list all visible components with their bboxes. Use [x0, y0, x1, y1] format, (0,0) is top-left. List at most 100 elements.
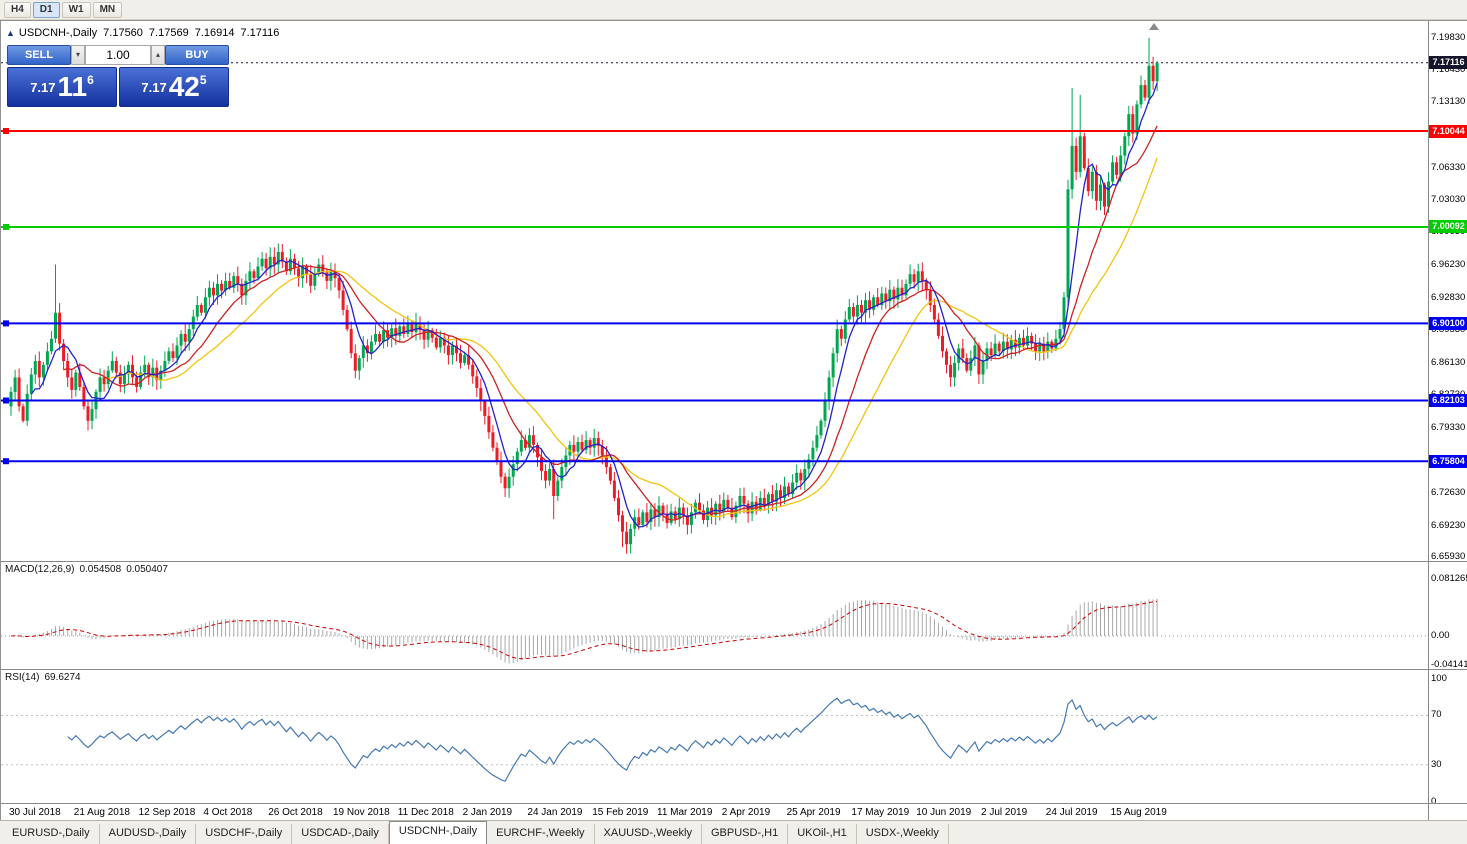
buy-button[interactable]: BUY: [165, 45, 229, 65]
buy-price-prefix: 7.17: [141, 79, 167, 95]
timeframe-button-d1[interactable]: D1: [32, 1, 60, 18]
line-anchor-handle[interactable]: [3, 458, 9, 465]
sell-price-pip: 6: [87, 73, 94, 87]
price-axis-label: 7.13130: [1431, 96, 1466, 108]
volume-down-button[interactable]: ▾: [71, 45, 85, 65]
pane-separator[interactable]: [1429, 669, 1467, 670]
line-anchor-handle[interactable]: [3, 320, 9, 327]
line-price-tag: 6.82103: [1429, 393, 1467, 407]
rsi-axis-label: 70: [1431, 709, 1442, 721]
date-axis-label: 19 Nov 2018: [333, 807, 390, 818]
timeframe-button-mn[interactable]: MN: [92, 1, 123, 18]
price-axis-label: 7.19830: [1431, 31, 1466, 43]
chart-shift-marker[interactable]: [1149, 23, 1159, 30]
chart-tab-usdchf-daily[interactable]: USDCHF-,Daily: [196, 824, 293, 844]
rsi-axis-label: 30: [1431, 758, 1442, 770]
line-anchor-handle[interactable]: [3, 397, 9, 404]
chart-tab-usdcnh-daily[interactable]: USDCNH-,Daily: [388, 821, 488, 844]
chart-tab-audusd-daily[interactable]: AUDUSD-,Daily: [100, 824, 197, 844]
date-axis-label: 21 Aug 2018: [73, 807, 130, 818]
macd-signal-value: 0.050407: [126, 564, 168, 575]
price-axis-label: 6.72630: [1431, 486, 1466, 498]
chart-tabs-bar: EURUSD-,Daily AUDUSD-,Daily USDCHF-,Daily U…: [0, 820, 1467, 844]
price-axis-label: 7.06330: [1431, 161, 1466, 173]
macd-axis-label: 0.081265: [1431, 572, 1467, 584]
price-axis-label: 6.96230: [1431, 259, 1466, 271]
sell-price-main: 11: [57, 71, 88, 102]
line-price-tag: 6.75804: [1429, 454, 1467, 468]
price-axis[interactable]: 7.198307.164307.131307.098307.063307.030…: [1428, 21, 1467, 821]
trade-prices-row: 7.17 11 6 7.17 42 5: [7, 67, 229, 107]
price-axis-label: 7.16430: [1431, 64, 1466, 76]
date-axis-label: 15 Aug 2019: [1110, 807, 1167, 818]
price-chart-pane[interactable]: ▲ USDCNH-,Daily 7.17560 7.17569 7.16914 7.171…: [1, 21, 1428, 561]
chart-tab-eurchf-weekly[interactable]: EURCHF-,Weekly: [487, 824, 595, 844]
rsi-line: [67, 697, 1158, 783]
date-axis-label: 26 Oct 2018: [268, 807, 323, 818]
date-axis[interactable]: 30 Jul 2018 21 Aug 2018 12 Sep 2018 4 Oct 2…: [1, 803, 1428, 821]
price-axis-label: 7.03030: [1431, 193, 1466, 205]
date-axis-label: 11 Mar 2019: [657, 807, 713, 818]
sell-button[interactable]: SELL: [7, 45, 71, 65]
chart-tab-eurusd-daily[interactable]: EURUSD-,Daily: [3, 824, 100, 844]
pane-separator[interactable]: [1429, 803, 1467, 804]
date-axis-label: 11 Dec 2018: [397, 807, 454, 818]
chart-tab-ukoil-h1[interactable]: UKOil-,H1: [788, 824, 857, 844]
date-axis-label: 30 Jul 2018: [9, 807, 61, 818]
chart-tab-usdcad-daily[interactable]: USDCAD-,Daily: [292, 824, 389, 844]
line-price-tag: 6.90100: [1429, 316, 1467, 330]
ohlc-low: 7.16914: [194, 27, 235, 39]
volume-up-button[interactable]: ▴: [151, 45, 165, 65]
date-axis-label: 17 May 2019: [851, 807, 910, 818]
rsi-chart: [1, 697, 1428, 783]
macd-signal-line: [10, 600, 1158, 660]
macd-name: MACD(12,26,9): [5, 564, 75, 575]
rsi-axis-label: 100: [1431, 672, 1447, 684]
date-axis-label: 24 Jan 2019: [527, 807, 583, 818]
buy-price-pip: 5: [199, 73, 207, 87]
sell-price-prefix: 7.17: [30, 79, 56, 95]
price-axis-label: 6.86130: [1431, 356, 1466, 368]
line-anchor-handle[interactable]: [3, 224, 9, 230]
rsi-indicator-pane[interactable]: RSI(14) 69.6274: [1, 669, 1428, 803]
rsi-name: RSI(14): [5, 672, 40, 683]
ohlc-close: 7.17116: [240, 27, 280, 39]
chart-tab-usdx-weekly[interactable]: USDX-,Weekly: [857, 824, 949, 844]
candlesticks: [9, 37, 1159, 554]
macd-chart: [1, 598, 1428, 664]
date-axis-label: 4 Oct 2018: [203, 807, 253, 818]
chart-tab-gbpusd-h1[interactable]: GBPUSD-,H1: [702, 824, 789, 844]
date-axis-label: 12 Sep 2018: [138, 807, 196, 818]
line-price-tag: 7.00092: [1429, 220, 1467, 234]
pane-separator[interactable]: [1429, 561, 1467, 562]
date-axis-label: 2 Jan 2019: [462, 807, 513, 818]
line-anchor-handle[interactable]: [3, 128, 9, 134]
macd-main-value: 0.054508: [79, 564, 122, 575]
chart-symbol-icon: ▲: [6, 28, 15, 38]
macd-axis-label: 0.00: [1431, 629, 1450, 641]
ma-fast-line: [30, 82, 1158, 528]
rsi-header: RSI(14) 69.6274: [5, 672, 81, 683]
volume-input[interactable]: [85, 45, 151, 65]
trade-controls-row: SELL ▾ ▴ BUY: [7, 45, 229, 65]
sell-price-display[interactable]: 7.17 11 6: [7, 67, 117, 107]
chart-ohlc-header: ▲ USDCNH-,Daily 7.17560 7.17569 7.16914 7.171…: [6, 27, 279, 39]
price-axis-label: 6.92830: [1431, 292, 1466, 304]
date-axis-label: 15 Feb 2019: [592, 807, 649, 818]
timeframe-button-w1[interactable]: W1: [61, 1, 91, 18]
price-axis-label: 6.65930: [1431, 551, 1466, 563]
rsi-axis-label: 0: [1431, 795, 1437, 807]
timeframes-toolbar: H4 D1 W1 MN: [0, 0, 1467, 20]
buy-price-main: 42: [168, 71, 200, 102]
candlestick-chart[interactable]: [1, 21, 1428, 561]
buy-price-display[interactable]: 7.17 42 5: [119, 67, 229, 107]
timeframe-button-h4[interactable]: H4: [4, 1, 31, 18]
bid-price-tag: 7.17116: [1429, 56, 1467, 70]
chart-tab-xauusd-weekly[interactable]: XAUUSD-,Weekly: [595, 824, 702, 844]
line-price-tag: 7.10044: [1429, 124, 1467, 138]
price-axis-label: 6.69230: [1431, 519, 1466, 531]
date-axis-label: 2 Jul 2019: [981, 807, 1028, 818]
macd-indicator-pane[interactable]: MACD(12,26,9) 0.054508 0.050407: [1, 561, 1428, 669]
macd-histogram: [14, 598, 1158, 664]
